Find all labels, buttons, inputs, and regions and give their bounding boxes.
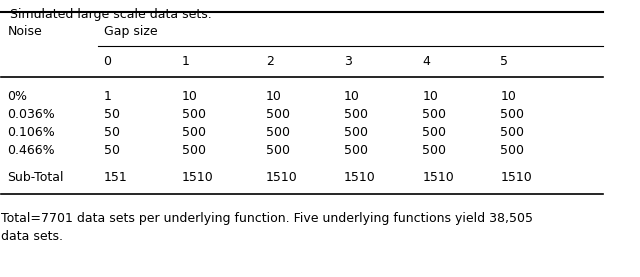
Text: Gap size: Gap size <box>104 25 157 38</box>
Text: 500: 500 <box>266 144 290 157</box>
Text: Total=7701 data sets per underlying function. Five underlying functions yield 38: Total=7701 data sets per underlying func… <box>1 212 533 225</box>
Text: 10: 10 <box>266 89 282 102</box>
Text: 0.106%: 0.106% <box>8 126 55 139</box>
Text: 500: 500 <box>500 144 524 157</box>
Text: data sets.: data sets. <box>1 230 63 243</box>
Text: Sub-Total: Sub-Total <box>8 171 64 184</box>
Text: 1: 1 <box>182 55 189 68</box>
Text: 500: 500 <box>266 108 290 120</box>
Text: 500: 500 <box>422 108 446 120</box>
Text: 5: 5 <box>500 55 508 68</box>
Text: 0%: 0% <box>8 89 28 102</box>
Text: 10: 10 <box>182 89 198 102</box>
Text: 500: 500 <box>422 144 446 157</box>
Text: 500: 500 <box>344 144 368 157</box>
Text: 1510: 1510 <box>344 171 376 184</box>
Text: 500: 500 <box>182 144 205 157</box>
Text: 151: 151 <box>104 171 127 184</box>
Text: 0.036%: 0.036% <box>8 108 55 120</box>
Text: 500: 500 <box>500 108 524 120</box>
Text: Simulated large scale data sets.: Simulated large scale data sets. <box>10 8 211 21</box>
Text: 0: 0 <box>104 55 111 68</box>
Text: 500: 500 <box>182 108 205 120</box>
Text: 1: 1 <box>104 89 111 102</box>
Text: 500: 500 <box>344 108 368 120</box>
Text: 1510: 1510 <box>422 171 454 184</box>
Text: 4: 4 <box>422 55 430 68</box>
Text: 500: 500 <box>344 126 368 139</box>
Text: 500: 500 <box>266 126 290 139</box>
Text: 500: 500 <box>182 126 205 139</box>
Text: 500: 500 <box>422 126 446 139</box>
Text: 50: 50 <box>104 108 120 120</box>
Text: 1510: 1510 <box>500 171 532 184</box>
Text: 1510: 1510 <box>266 171 298 184</box>
Text: 3: 3 <box>344 55 352 68</box>
Text: 50: 50 <box>104 126 120 139</box>
Text: 1510: 1510 <box>182 171 214 184</box>
Text: 10: 10 <box>500 89 516 102</box>
Text: 50: 50 <box>104 144 120 157</box>
Text: 2: 2 <box>266 55 274 68</box>
Text: 10: 10 <box>344 89 360 102</box>
Text: Noise: Noise <box>8 25 42 38</box>
Text: 0.466%: 0.466% <box>8 144 55 157</box>
Text: 500: 500 <box>500 126 524 139</box>
Text: 10: 10 <box>422 89 438 102</box>
